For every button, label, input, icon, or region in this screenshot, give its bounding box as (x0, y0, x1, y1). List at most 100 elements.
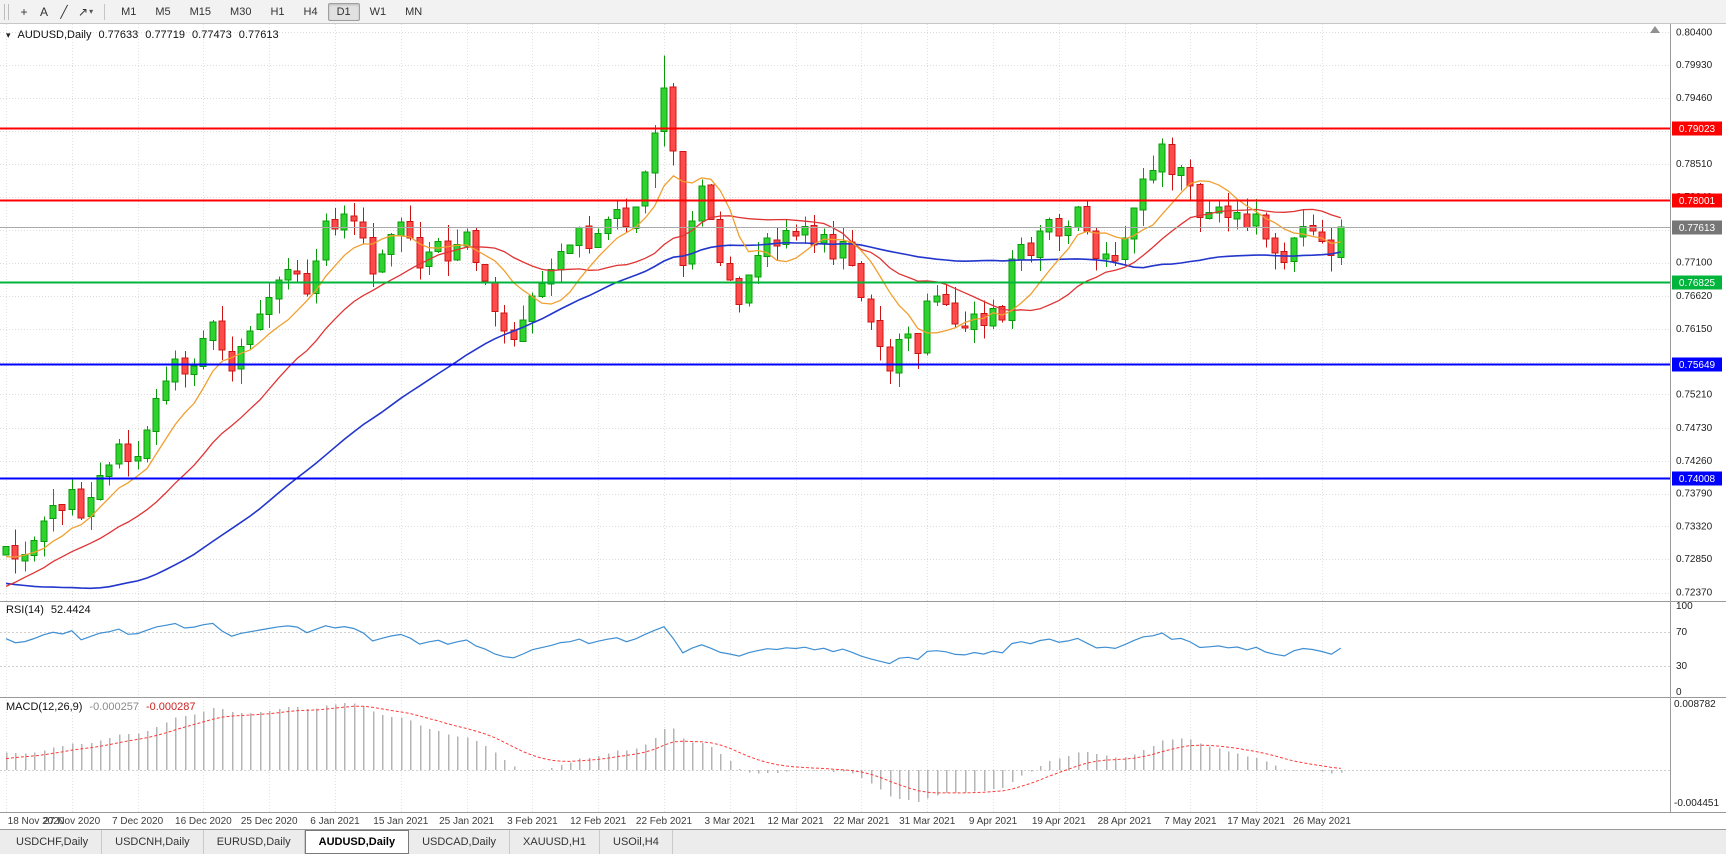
candle (895, 333, 903, 387)
candle (1168, 137, 1176, 191)
timeframe-button-d1[interactable]: D1 (327, 2, 360, 21)
chart-tab-usdcnh-daily[interactable]: USDCNH,Daily (102, 830, 204, 854)
horizontal-levels: 0.79023 0.78001 0.76825 0.75649 0.74008 (0, 121, 1722, 486)
symbol-period-label: AUDUSD,Daily (17, 29, 92, 41)
candle (1008, 250, 1016, 329)
chart-tab-audusd-daily[interactable]: AUDUSD,Daily (304, 830, 410, 854)
candle (510, 322, 518, 347)
candle (228, 336, 236, 382)
candle (904, 326, 912, 351)
trendline-tool-button[interactable]: ╱ (54, 2, 74, 21)
candle (669, 83, 677, 166)
chart-tab-usdchf-daily[interactable]: USDCHF,Daily (3, 830, 103, 854)
crosshair-tool-button[interactable]: + (14, 2, 34, 21)
timeframe-bar: M1 M5 M15 M30 H1 H4 D1 W1 MN (112, 2, 431, 21)
candle (848, 229, 856, 267)
candle (745, 274, 753, 307)
timeframe-button-mn[interactable]: MN (405, 5, 423, 18)
timeframe-button-w1[interactable]: W1 (369, 5, 387, 18)
candle (87, 481, 95, 531)
arrows-tool-button[interactable]: ↗ ▾ (74, 2, 97, 21)
candle (782, 219, 790, 249)
date-axis-label: 3 Mar 2021 (705, 816, 756, 827)
candle (557, 243, 565, 283)
candle (632, 206, 640, 233)
candle (679, 150, 687, 277)
price-axis: 0.804000.799300.794600.789800.785100.780… (1676, 27, 1713, 598)
candle (1139, 167, 1147, 226)
price-level-tag[interactable]: 0.79023 (1672, 121, 1722, 136)
candle (162, 366, 170, 405)
candle (49, 489, 57, 532)
candle (312, 249, 320, 304)
trendline-tool-icon: ╱ (60, 4, 68, 19)
chart-tab-eurusd-daily[interactable]: EURUSD,Daily (204, 830, 305, 854)
date-axis-label: 26 May 2021 (1293, 816, 1351, 827)
candle (519, 305, 527, 342)
date-axis-label: 22 Feb 2021 (636, 816, 693, 827)
price-level-tag[interactable]: 0.78001 (1672, 193, 1722, 208)
timeframe-button-m30[interactable]: M30 (230, 5, 252, 18)
rsi-panel: 100 70 30 0 (0, 601, 1693, 698)
candle (1045, 217, 1053, 241)
drawing-tools-group: + A ╱ ↗ ▾ (14, 2, 97, 21)
arrows-tool-icon: ↗ (78, 4, 89, 19)
timeframe-button-m15[interactable]: M15 (189, 5, 212, 18)
candle (1196, 182, 1204, 233)
dropdown-caret-icon: ▾ (89, 7, 94, 16)
timeframe-button-m1[interactable]: M1 (121, 5, 137, 18)
macd-histogram (5, 703, 1343, 802)
price-level-tag[interactable]: 0.74008 (1672, 471, 1722, 486)
price-level-tag[interactable]: 0.75649 (1672, 357, 1722, 372)
candle (30, 536, 38, 562)
candle (434, 238, 442, 253)
candle (970, 301, 978, 343)
chart-tab-xauusd-h1[interactable]: XAUUSD,H1 (510, 830, 600, 854)
price-chart[interactable]: 0.804000.799300.794600.789800.785100.780… (0, 24, 1726, 829)
chart-toolbar: + A ╱ ↗ ▾ M1 M5 M15 M30 H1 H4 D1 W1 MN (0, 0, 1726, 24)
candle (810, 214, 818, 253)
candle (171, 350, 179, 391)
date-axis-label: 27 Nov 2020 (43, 816, 100, 827)
candle (40, 516, 48, 557)
candle (594, 228, 602, 249)
svg-text:0.75649: 0.75649 (1679, 360, 1716, 371)
candle (876, 306, 884, 361)
price-axis-label: 0.79930 (1676, 60, 1713, 71)
price-axis-label: 0.77100 (1676, 258, 1713, 269)
text-tool-button[interactable]: A (34, 2, 54, 21)
price-axis-label: 0.79460 (1676, 93, 1713, 104)
candle (1205, 200, 1213, 220)
candle (199, 330, 207, 370)
toolbar-grip-icon[interactable] (4, 3, 9, 20)
close-value: 0.77613 (238, 29, 279, 41)
price-axis-label: 0.73790 (1676, 489, 1713, 500)
candle (11, 529, 19, 574)
macd-signal-value: -0.000287 (145, 701, 196, 713)
chart-shift-marker-icon[interactable] (1650, 26, 1660, 33)
candle (1064, 220, 1072, 244)
timeframe-button-h4[interactable]: H4 (303, 5, 318, 18)
candle (763, 233, 771, 268)
candle (96, 462, 104, 501)
candle (698, 179, 706, 227)
candle (914, 333, 922, 370)
chart-area[interactable]: 0.804000.799300.794600.789800.785100.780… (0, 24, 1726, 829)
timeframe-button-h1[interactable]: H1 (270, 5, 285, 18)
date-axis-label: 18 Nov 2020 (8, 816, 65, 827)
price-axis-label: 0.72850 (1676, 554, 1713, 565)
candle (124, 429, 132, 477)
price-level-tag[interactable]: 0.76825 (1672, 275, 1722, 290)
chart-tab-usdcad-daily[interactable]: USDCAD,Daily (409, 830, 511, 854)
price-axis-label: 0.72370 (1676, 588, 1713, 599)
chart-corner-arrow-icon[interactable]: ▾ (6, 29, 11, 40)
timeframe-button-m5[interactable]: M5 (155, 5, 171, 18)
candle (209, 320, 217, 351)
chart-tab-usoil-h4[interactable]: USOil,H4 (600, 830, 673, 854)
candle (444, 225, 452, 276)
candle (1271, 232, 1279, 270)
crosshair-tool-icon: + (20, 4, 28, 19)
candle (284, 257, 292, 290)
